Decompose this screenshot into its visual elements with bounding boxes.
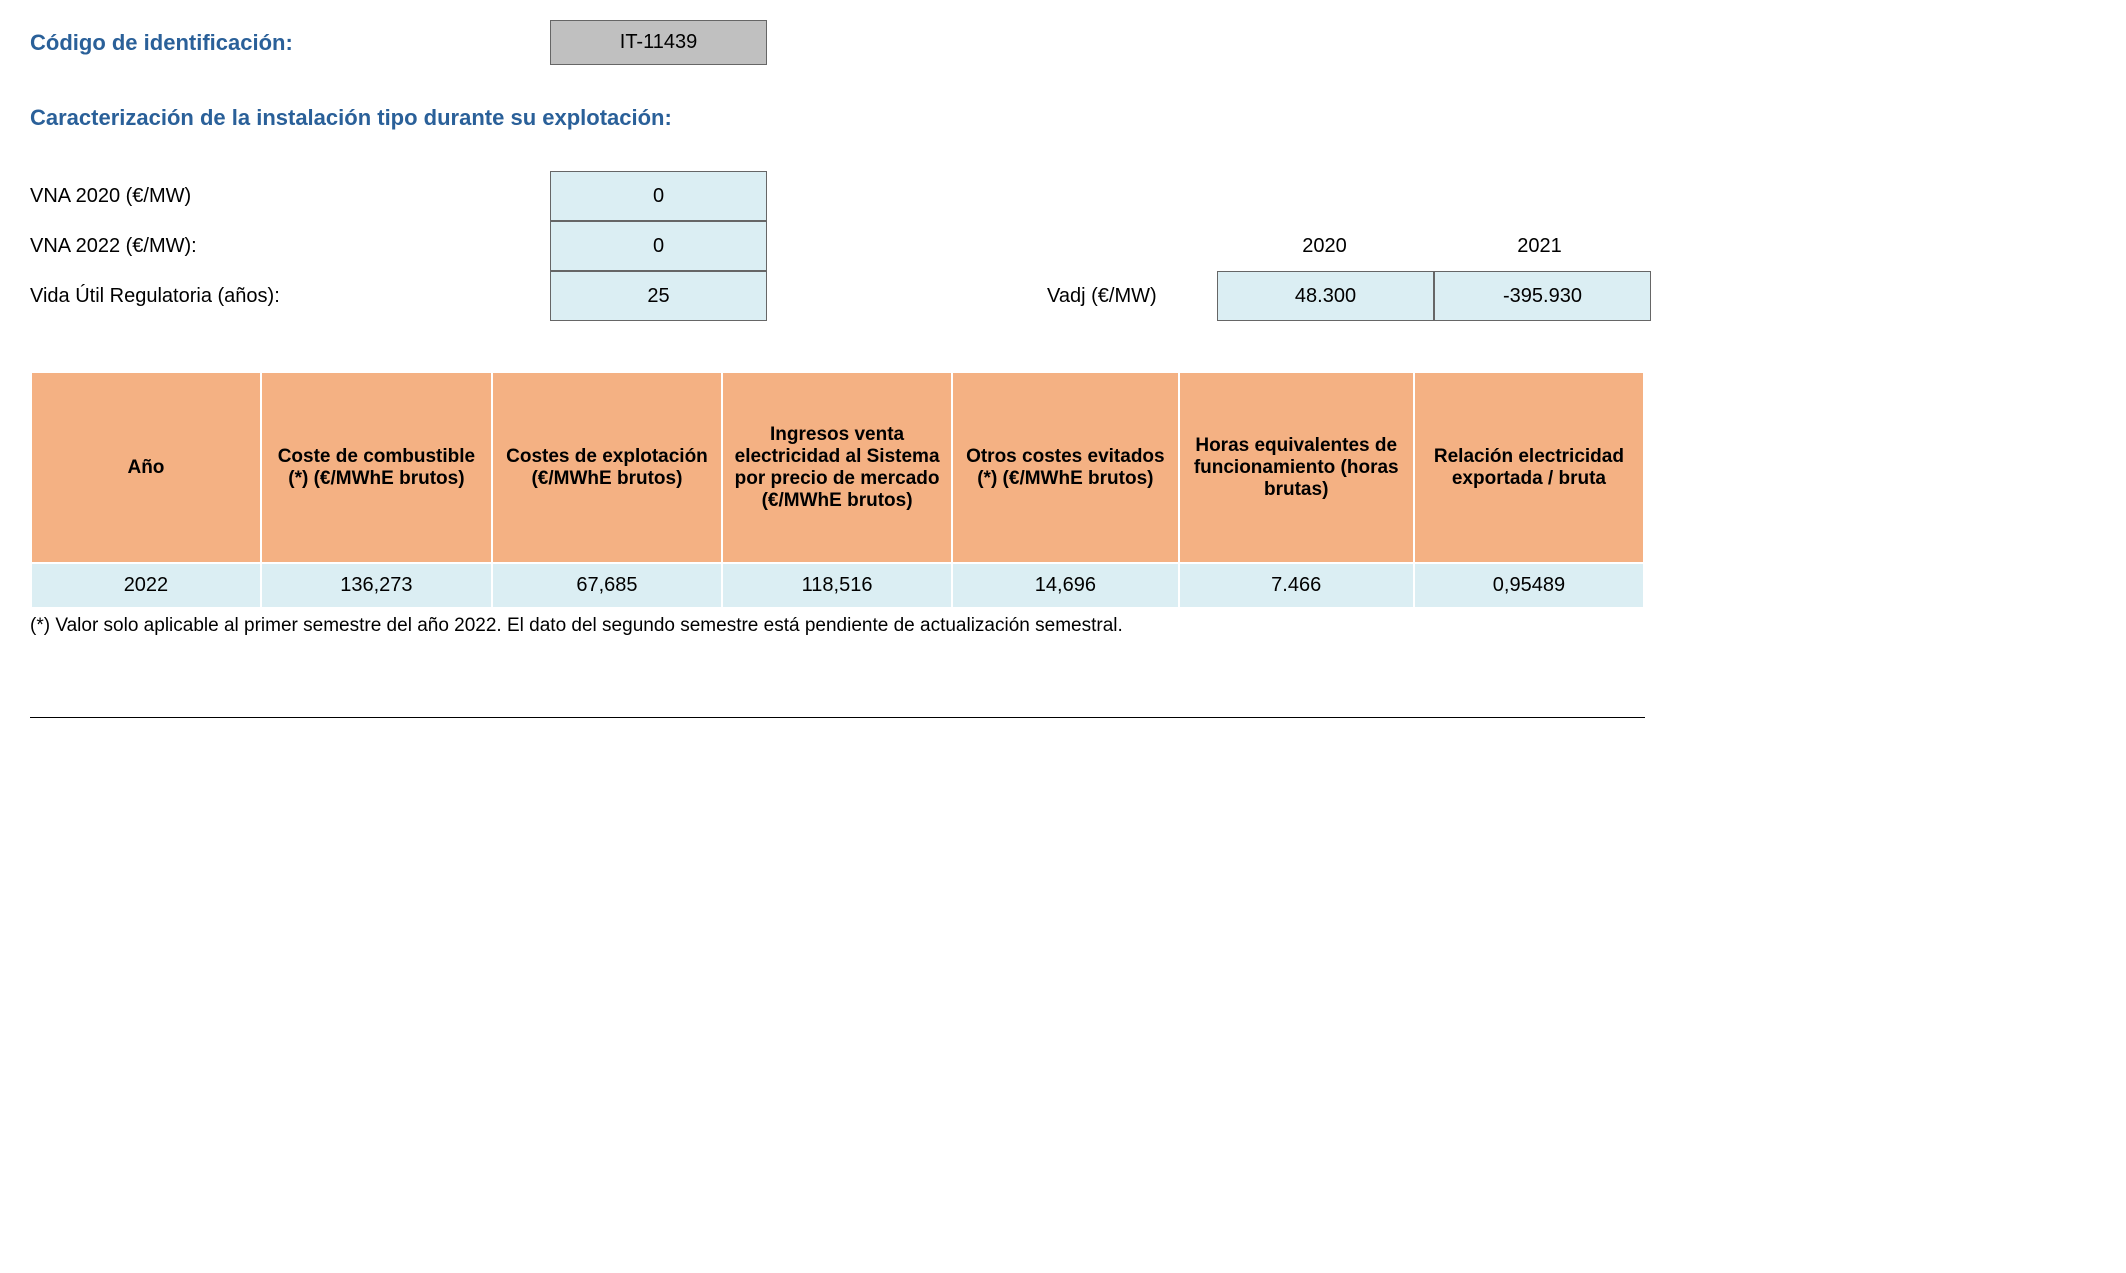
th-fuel: Coste de combustible (*) (€/MWhE brutos)	[261, 372, 492, 563]
cell-fuel: 136,273	[261, 563, 492, 608]
th-year: Año	[31, 372, 261, 563]
id-value-box: IT-11439	[550, 20, 767, 65]
table-header-row: Año Coste de combustible (*) (€/MWhE bru…	[31, 372, 1644, 563]
vna2020-label: VNA 2020 (€/MW)	[30, 185, 550, 208]
section-title: Caracterización de la instalación tipo d…	[30, 105, 2096, 131]
vna2020-value: 0	[550, 171, 767, 221]
vida-label: Vida Útil Regulatoria (años):	[30, 285, 550, 308]
cell-hours: 7.466	[1179, 563, 1414, 608]
th-income: Ingresos venta electricidad al Sistema p…	[722, 372, 952, 563]
cell-year: 2022	[31, 563, 261, 608]
vna2022-value: 0	[550, 221, 767, 271]
vida-value: 25	[550, 271, 767, 321]
cell-opex: 67,685	[492, 563, 722, 608]
vadj-year1-header: 2020	[1217, 235, 1432, 258]
vadj-year1-value: 48.300	[1217, 271, 1434, 321]
row-vna2020: VNA 2020 (€/MW) 0	[30, 171, 2096, 221]
main-table: Año Coste de combustible (*) (€/MWhE bru…	[30, 371, 1645, 609]
cell-income: 118,516	[722, 563, 952, 608]
vna2022-label: VNA 2022 (€/MW):	[30, 235, 550, 258]
row-vna2022: VNA 2022 (€/MW): 0 2020 2021	[30, 221, 2096, 271]
vadj-year2-header: 2021	[1432, 235, 1647, 258]
th-opex: Costes de explotación (€/MWhE brutos)	[492, 372, 722, 563]
params-block: VNA 2020 (€/MW) 0 VNA 2022 (€/MW): 0 202…	[30, 171, 2096, 321]
th-ratio: Relación electricidad exportada / bruta	[1414, 372, 1644, 563]
vadj-year2-value: -395.930	[1434, 271, 1651, 321]
id-label: Código de identificación:	[30, 30, 550, 56]
divider-line	[30, 717, 1645, 718]
row-vida: Vida Útil Regulatoria (años): 25 Vadj (€…	[30, 271, 2096, 321]
th-avoided: Otros costes evitados (*) (€/MWhE brutos…	[952, 372, 1178, 563]
cell-avoided: 14,696	[952, 563, 1178, 608]
footnote: (*) Valor solo aplicable al primer semes…	[30, 615, 2096, 637]
th-hours: Horas equivalentes de funcionamiento (ho…	[1179, 372, 1414, 563]
cell-ratio: 0,95489	[1414, 563, 1644, 608]
header-row: Código de identificación: IT-11439	[30, 20, 2096, 65]
table-row: 2022 136,273 67,685 118,516 14,696 7.466…	[31, 563, 1644, 608]
vadj-label: Vadj (€/MW)	[1047, 285, 1217, 308]
